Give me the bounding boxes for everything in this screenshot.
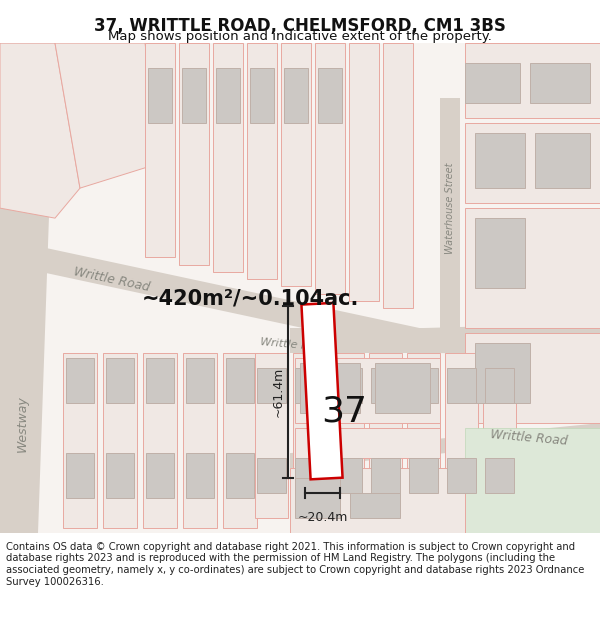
Bar bbox=[333, 458, 362, 493]
Text: ~420m²/~0.104ac.: ~420m²/~0.104ac. bbox=[142, 288, 359, 308]
Bar bbox=[349, 43, 379, 301]
Bar bbox=[257, 368, 286, 403]
Bar bbox=[301, 303, 343, 479]
Bar bbox=[103, 353, 137, 528]
Bar bbox=[318, 68, 342, 123]
Bar bbox=[409, 368, 438, 403]
Bar bbox=[475, 218, 525, 288]
Bar bbox=[447, 368, 476, 403]
Bar bbox=[63, 353, 97, 528]
Bar bbox=[257, 458, 286, 493]
Bar bbox=[375, 363, 430, 413]
Bar bbox=[465, 63, 520, 103]
Text: Writtle Road: Writtle Road bbox=[490, 428, 568, 448]
Bar bbox=[148, 68, 172, 123]
Bar bbox=[483, 353, 516, 518]
Bar bbox=[145, 43, 175, 257]
Bar bbox=[255, 353, 288, 518]
Text: ~20.4m: ~20.4m bbox=[298, 511, 347, 524]
Bar bbox=[66, 358, 94, 403]
Bar bbox=[290, 468, 465, 533]
Bar bbox=[295, 368, 324, 403]
Bar bbox=[106, 358, 134, 403]
Bar bbox=[186, 358, 214, 403]
Bar bbox=[447, 458, 476, 493]
Bar bbox=[66, 453, 94, 498]
Text: Westway: Westway bbox=[16, 395, 29, 451]
Polygon shape bbox=[290, 328, 600, 353]
Bar bbox=[223, 353, 257, 528]
Bar bbox=[445, 353, 478, 518]
Bar bbox=[143, 353, 177, 528]
Bar bbox=[226, 358, 254, 403]
Bar bbox=[371, 458, 400, 493]
Bar bbox=[383, 43, 413, 308]
Bar bbox=[284, 68, 308, 123]
Bar bbox=[485, 368, 514, 403]
Text: Contains OS data © Crown copyright and database right 2021. This information is : Contains OS data © Crown copyright and d… bbox=[6, 542, 584, 587]
Text: Map shows position and indicative extent of the property.: Map shows position and indicative extent… bbox=[108, 30, 492, 43]
Polygon shape bbox=[0, 43, 80, 218]
Bar bbox=[295, 478, 340, 518]
Bar bbox=[530, 63, 590, 103]
Bar bbox=[247, 43, 277, 279]
Bar bbox=[465, 123, 600, 203]
Bar bbox=[226, 453, 254, 498]
Bar bbox=[465, 208, 600, 328]
Polygon shape bbox=[55, 43, 160, 188]
Text: Waterhouse Street: Waterhouse Street bbox=[445, 162, 455, 254]
Bar bbox=[465, 43, 600, 118]
Bar bbox=[106, 453, 134, 498]
Bar bbox=[315, 43, 345, 294]
Bar bbox=[407, 353, 440, 518]
Bar bbox=[475, 343, 530, 403]
Polygon shape bbox=[0, 238, 420, 353]
Text: Writtle Road: Writtle Road bbox=[72, 266, 151, 294]
Polygon shape bbox=[290, 423, 600, 468]
Bar bbox=[179, 43, 209, 265]
Bar bbox=[213, 43, 243, 272]
Bar bbox=[535, 133, 590, 188]
Bar bbox=[369, 353, 402, 518]
Bar bbox=[182, 68, 206, 123]
Bar bbox=[331, 353, 364, 518]
Bar bbox=[409, 458, 438, 493]
Bar bbox=[183, 353, 217, 528]
Polygon shape bbox=[420, 323, 600, 353]
Text: ~61.4m: ~61.4m bbox=[271, 367, 284, 418]
Bar bbox=[295, 428, 440, 458]
Bar bbox=[295, 458, 324, 493]
Text: 37: 37 bbox=[321, 394, 367, 428]
Bar bbox=[465, 428, 600, 533]
Bar bbox=[350, 493, 400, 518]
Bar bbox=[293, 353, 326, 518]
Bar bbox=[475, 133, 525, 188]
Bar bbox=[300, 363, 360, 413]
Bar bbox=[250, 68, 274, 123]
Bar bbox=[146, 453, 174, 498]
Bar bbox=[216, 68, 240, 123]
Bar bbox=[146, 358, 174, 403]
Bar bbox=[186, 453, 214, 498]
Bar bbox=[295, 358, 440, 423]
Text: Writtle Road: Writtle Road bbox=[260, 337, 330, 353]
Bar bbox=[371, 368, 400, 403]
Polygon shape bbox=[440, 98, 460, 333]
Polygon shape bbox=[290, 328, 420, 353]
Bar bbox=[485, 458, 514, 493]
Polygon shape bbox=[0, 43, 55, 533]
Bar bbox=[281, 43, 311, 286]
Text: 37, WRITTLE ROAD, CHELMSFORD, CM1 3BS: 37, WRITTLE ROAD, CHELMSFORD, CM1 3BS bbox=[94, 18, 506, 36]
Bar bbox=[333, 368, 362, 403]
Bar bbox=[465, 333, 600, 423]
